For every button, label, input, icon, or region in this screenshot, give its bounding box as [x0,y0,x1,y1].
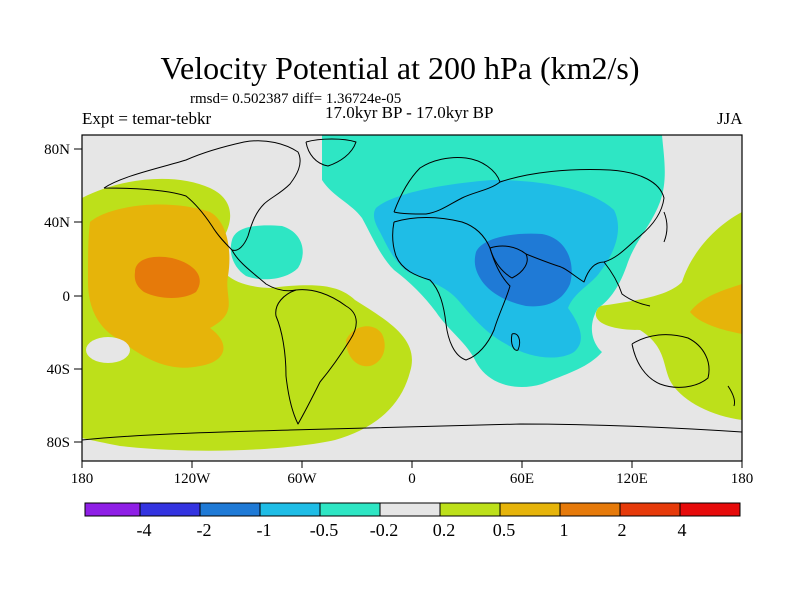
coast-australia [631,334,710,388]
coast-new-zealand [727,385,735,407]
colorbar-box [199,502,261,517]
lon-tick-label: 120W [174,471,212,487]
lat-tick-label: 40S [47,362,70,378]
lon-tick-label: 60W [287,471,317,487]
coast-north-america [103,140,301,251]
coast-antarctica [82,423,742,441]
lon-tick-label: 60E [510,471,534,487]
colorbar-box [139,502,201,517]
coast-arabia [489,245,528,279]
experiment-label: Expt = temar-tebkr [82,109,212,128]
coast-south-america [275,289,357,425]
coast-madagascar [511,333,521,351]
coastlines [82,138,742,441]
lon-tick-label: 180 [71,471,94,487]
colorbar-box [439,502,501,517]
season-label: JJA [717,109,743,128]
coast-central-america [231,249,297,292]
colorbar-box [499,502,561,517]
stats-label: rmsd= 0.502387 diff= 1.36724e-05 [190,91,402,107]
chart-title: Velocity Potential at 200 hPa (km2/s) [160,50,640,86]
colorbar-label: -4 [137,520,152,540]
coast-africa [392,217,511,361]
lat-tick-label: 0 [63,289,71,305]
colorbar-label: -1 [257,520,272,540]
colorbar-box [679,502,741,517]
colorbar-label: -0.5 [310,520,339,540]
lat-tick-label: 80S [47,435,70,451]
colorbar-label: 1 [560,520,569,540]
coast-greenland [305,138,357,167]
coast-southeast-asia [603,261,651,307]
colorbar-label: 2 [618,520,627,540]
period-label: 17.0kyr BP - 17.0kyr BP [325,103,494,122]
colorbar-box [619,502,681,517]
coast-asia [499,169,665,283]
colorbar-box [559,502,621,517]
lon-tick-label: 180 [731,471,754,487]
contour-fields [82,135,742,461]
colorbar-box [84,502,141,517]
region-south-pacific-neutral [86,337,130,363]
lon-tick-label: 0 [408,471,416,487]
lat-tick-label: 40N [44,215,70,231]
colorbar-box [319,502,381,517]
colorbar [84,502,741,517]
colorbar-label: 4 [678,520,687,540]
lon-ticks [81,461,743,468]
lat-ticks [74,148,82,443]
lat-tick-label: 80N [44,142,70,158]
region-caribbean-negative [230,225,303,280]
colorbar-label: -2 [197,520,212,540]
colorbar-label: 0.2 [433,520,456,540]
colorbar-label: -0.2 [370,520,399,540]
coast-japan [663,211,668,243]
region-east-pacific-max [134,256,200,298]
region-west-pacific-positive [595,212,742,420]
region-west-pacific-positive-core [690,284,742,334]
colorbar-box [259,502,321,517]
region-south-atlantic-positive [346,326,385,367]
colorbar-label: 0.5 [493,520,516,540]
colorbar-labels: -4 -2 -1 -0.5 -0.2 0.2 0.5 1 2 4 [137,520,687,540]
lon-tick-label: 120E [616,471,648,487]
colorbar-box [379,502,441,517]
